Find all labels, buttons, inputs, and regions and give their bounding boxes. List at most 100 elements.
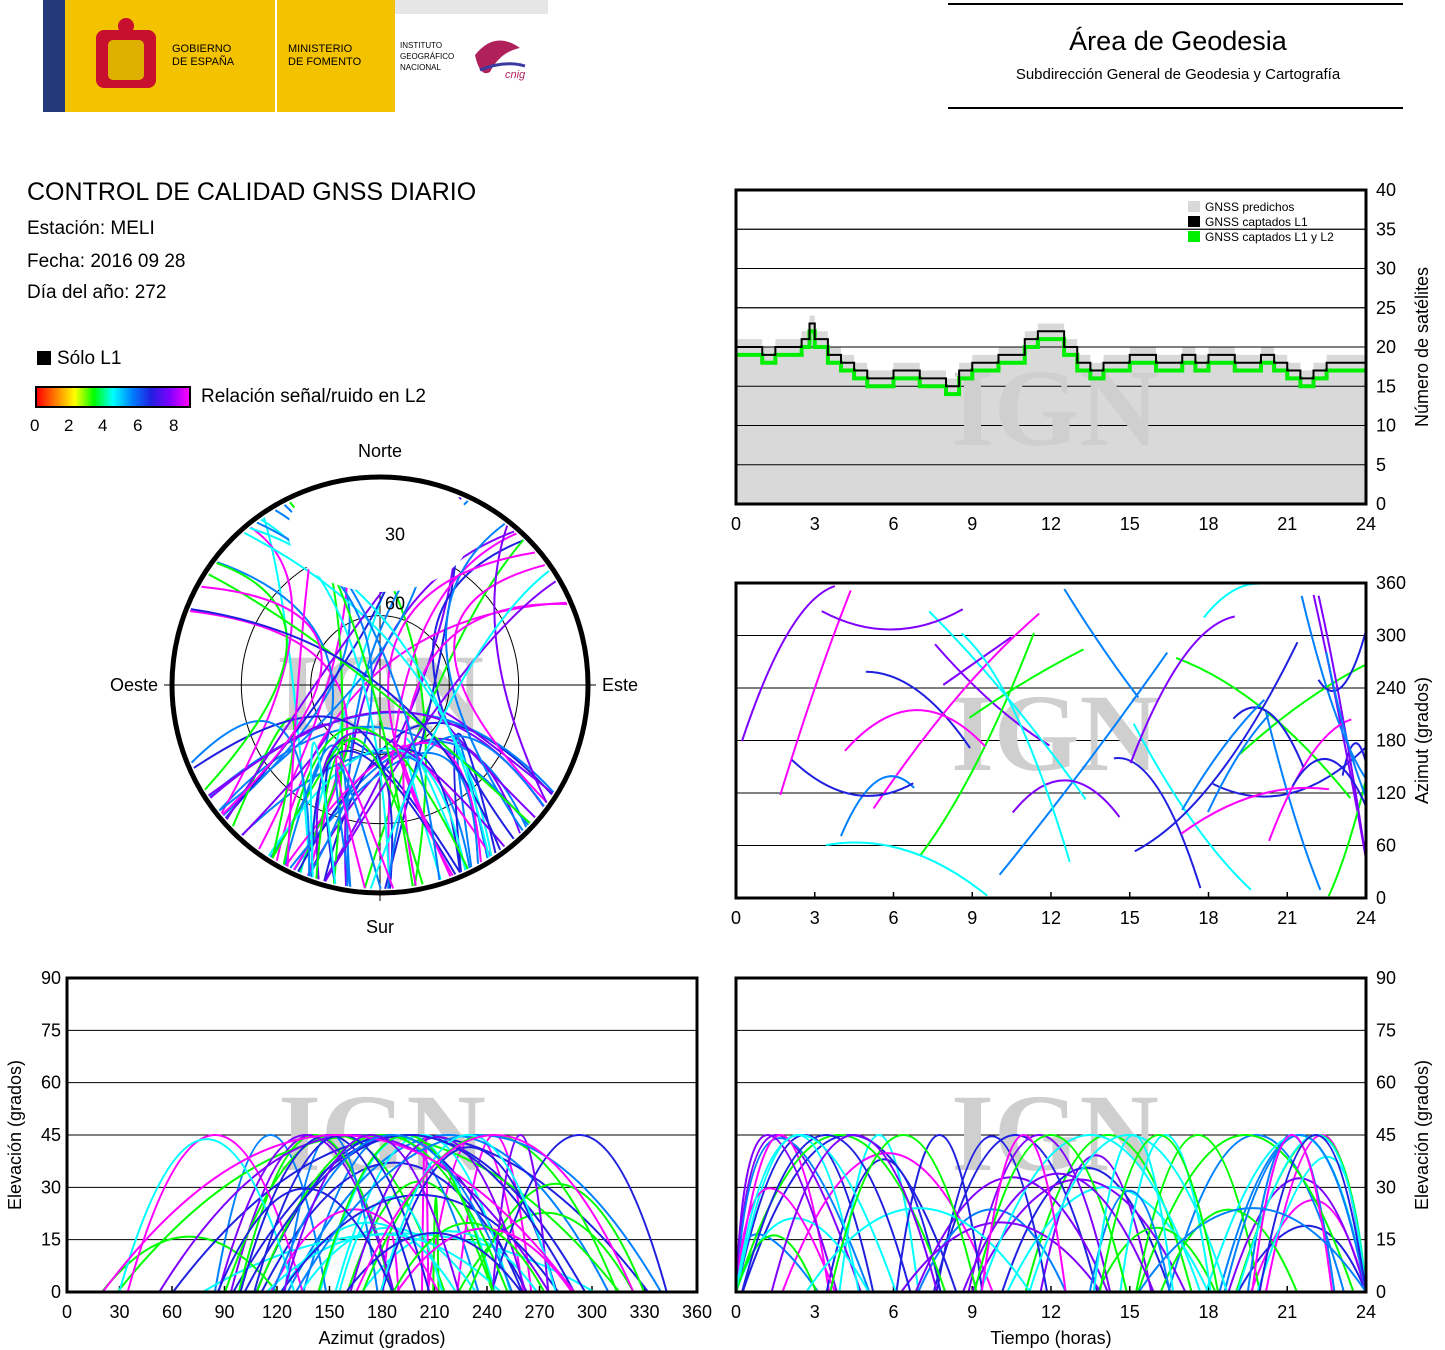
- y-tick-label: 0: [51, 1282, 61, 1302]
- sky-track: [384, 497, 461, 890]
- elev-time-track: [735, 1217, 870, 1293]
- elev-time-track: [1006, 1185, 1210, 1293]
- elev-time-track: [770, 1134, 939, 1293]
- elev-az-track: [213, 1134, 328, 1293]
- y-tick-label: 25: [1376, 298, 1396, 318]
- sky-track: [220, 526, 294, 814]
- x-tick-label: 21: [1277, 514, 1297, 534]
- y-tick-label: 15: [1376, 376, 1396, 396]
- elev-az-track: [490, 1134, 668, 1293]
- x-tick-label: 60: [162, 1302, 182, 1322]
- azimuth-track: [740, 585, 836, 742]
- azimuth-track: [1175, 657, 1352, 799]
- sky-track: [386, 734, 545, 889]
- plot-border: [65, 976, 699, 1294]
- elev-az-track: [243, 1134, 575, 1293]
- x-tick-label: 3: [810, 514, 820, 534]
- azimuth-track: [1317, 595, 1367, 860]
- ign-watermark: IGN: [951, 1072, 1159, 1194]
- elev-time-track: [735, 1134, 897, 1293]
- azimuth-track: [1181, 699, 1266, 811]
- eu-flag-strip: [43, 0, 65, 112]
- elev-az-track: [380, 1146, 558, 1293]
- azimuth-track: [840, 775, 915, 837]
- azimuth-track: [1012, 779, 1121, 818]
- azimuth-track: [1327, 779, 1367, 897]
- elev-az-track: [338, 1196, 444, 1293]
- elev-time-track: [735, 1137, 871, 1293]
- gov-line1: GOBIERNO: [172, 43, 232, 55]
- y-tick-label: 75: [41, 1020, 61, 1040]
- y-tick-label: 15: [1376, 1230, 1396, 1250]
- station-label: Estación: MELI: [27, 218, 155, 239]
- azimuth-track: [1232, 706, 1305, 768]
- sky-track: [309, 741, 337, 884]
- snr-colorbar: [35, 386, 191, 408]
- elev-az-track: [302, 1134, 480, 1293]
- y-tick-label: 0: [1376, 1282, 1386, 1302]
- y-axis-label: Azimut (grados): [1412, 677, 1432, 804]
- elev-az-track: [280, 1194, 560, 1293]
- elev-time-track: [735, 1134, 831, 1293]
- y-tick-label: 0: [1376, 888, 1386, 908]
- x-axis-label: Azimut (grados): [318, 1328, 445, 1348]
- legend-label: GNSS predichos: [1205, 200, 1294, 214]
- sky-track: [387, 551, 536, 876]
- area-title: Área de Geodesia: [1069, 26, 1288, 56]
- x-tick-label: 270: [524, 1302, 554, 1322]
- sky-track: [208, 573, 531, 824]
- azimuth-track: [791, 759, 914, 797]
- elev-time-track: [735, 1134, 875, 1293]
- sky-track: [249, 527, 490, 858]
- legend-label: GNSS captados L1 y L2: [1205, 230, 1334, 244]
- elev-time-track: [1246, 1134, 1336, 1293]
- sky-track: [321, 488, 427, 887]
- legend-l1-label: Sólo L1: [57, 348, 122, 369]
- x-tick-label: 24: [1356, 908, 1376, 928]
- y-tick-label: 0: [1376, 494, 1386, 514]
- elev-time-track: [829, 1134, 978, 1293]
- x-tick-label: 3: [810, 1302, 820, 1322]
- sky-track: [283, 504, 441, 881]
- x-tick-label: 15: [1120, 908, 1140, 928]
- azimuth-tracks: [740, 582, 1367, 897]
- azimuth-track: [942, 636, 1012, 686]
- elev-time-track: [900, 1221, 1102, 1293]
- elev-time-track: [1235, 1134, 1367, 1293]
- x-tick-label: 120: [262, 1302, 292, 1322]
- sky-track: [363, 539, 525, 889]
- elev-time-track: [1039, 1154, 1153, 1293]
- sky-track: [208, 711, 555, 798]
- elev-time-track: [895, 1134, 984, 1293]
- elev-time-track: [935, 1135, 1049, 1293]
- x-tick-label: 30: [109, 1302, 129, 1322]
- elev-az-track: [295, 1134, 662, 1293]
- elev-az-track: [118, 1138, 296, 1293]
- elev-time-track: [825, 1158, 942, 1293]
- elev-az-track: [456, 1134, 533, 1293]
- y-tick-label: 5: [1376, 455, 1386, 475]
- x-tick-label: 150: [314, 1302, 344, 1322]
- sky-track: [303, 495, 344, 884]
- elev-az-track: [491, 1134, 550, 1293]
- snr-tick: 0: [30, 416, 40, 435]
- legend-label: GNSS captados L1: [1205, 215, 1308, 229]
- elev-az-track: [101, 1134, 575, 1293]
- elev-az-track: [468, 1182, 645, 1293]
- elev-az-track: [271, 1134, 513, 1293]
- elev-az-track: [382, 1232, 400, 1293]
- elev-time-track: [735, 1187, 836, 1293]
- elev-time-track: [1137, 1207, 1367, 1293]
- elev-time-track: [781, 1152, 994, 1293]
- x-tick-label: 0: [731, 1302, 741, 1322]
- azimuth-track: [1325, 651, 1367, 798]
- x-tick-label: 12: [1041, 514, 1061, 534]
- x-tick-label: 6: [888, 514, 898, 534]
- sky-track: [225, 497, 462, 820]
- elev-az-track: [392, 1222, 546, 1293]
- elev-time-track: [932, 1134, 1099, 1293]
- x-tick-label: 180: [367, 1302, 397, 1322]
- sky-track: [335, 755, 395, 889]
- elev-time-track: [838, 1134, 920, 1293]
- azimuth-track: [1129, 615, 1235, 764]
